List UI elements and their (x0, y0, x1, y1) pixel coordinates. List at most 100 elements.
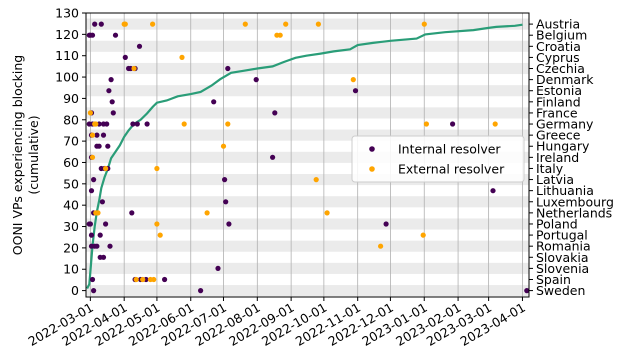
external-resolver-point (150, 21, 156, 27)
internal-resolver-point (253, 77, 259, 83)
external-resolver-point (420, 232, 426, 238)
y-axis-title: OONI VPs experiencing blocking (cumulativ… (10, 55, 41, 255)
country-label: Netherlands (536, 205, 612, 220)
y-tick-label: 0 (71, 283, 79, 298)
country-label: Lithuania (536, 183, 594, 198)
internal-resolver-point (98, 21, 104, 27)
internal-resolver-point (162, 276, 168, 283)
internal-resolver-point (222, 177, 228, 183)
internal-resolver-point (89, 276, 96, 283)
external-resolver-point (492, 121, 498, 127)
country-bands (86, 18, 529, 297)
country-label: Romania (536, 239, 591, 254)
country-label: Belgium (536, 28, 587, 43)
internal-resolver-point (211, 99, 217, 105)
internal-resolver-point (108, 77, 114, 83)
y-tick-label: 120 (55, 27, 79, 42)
internal-resolver-point (136, 43, 143, 49)
internal-resolver-point (134, 121, 140, 127)
external-resolver-point (179, 54, 185, 61)
country-band (86, 40, 529, 52)
country-label: Slovakia (536, 250, 588, 265)
internal-resolver-point (99, 199, 105, 205)
internal-resolver-point (270, 154, 276, 160)
internal-resolver-point (91, 288, 97, 294)
country-label: Denmark (536, 72, 594, 87)
internal-resolver-point (215, 265, 221, 271)
country-band (86, 262, 529, 274)
country-label: Estonia (536, 83, 582, 98)
internal-resolver-point (130, 121, 136, 127)
country-band (86, 285, 529, 297)
legend-marker (369, 166, 375, 172)
cumulative-series-line (86, 23, 523, 290)
internal-resolver-point (122, 54, 128, 61)
internal-resolver-point (112, 32, 119, 38)
left-y-axis: 0 10 20 30 40 50 60 70 80 90 100 110 120 130 (55, 6, 86, 298)
country-label: Spain (536, 272, 571, 287)
external-resolver-point (283, 21, 289, 27)
internal-resolver-point (103, 221, 109, 227)
internal-resolver-point (225, 65, 231, 72)
y-axis-title-line: (cumulative) (26, 115, 41, 194)
country-label: Latvia (536, 172, 574, 187)
country-label: Austria (536, 17, 580, 32)
internal-resolver-points (86, 21, 530, 294)
y-tick-label: 30 (63, 219, 79, 234)
external-resolver-points (87, 21, 498, 283)
internal-resolver-point (129, 210, 135, 216)
internal-resolver-point (383, 221, 389, 227)
y-tick-label: 20 (63, 240, 79, 255)
internal-resolver-point (96, 143, 102, 149)
country-band (86, 174, 529, 186)
external-resolver-point (133, 276, 139, 283)
external-resolver-point (154, 221, 160, 227)
external-resolver-point (87, 110, 93, 116)
external-resolver-point (140, 276, 146, 283)
country-band (86, 62, 529, 75)
country-band (86, 218, 529, 230)
legend: Internal resolver External resolver (351, 135, 525, 183)
plot-frame (85, 12, 530, 298)
internal-resolver-point (352, 88, 359, 94)
internal-resolver-point (100, 254, 107, 260)
legend-label: Internal resolver (398, 142, 501, 157)
country-label: Italy (536, 161, 564, 176)
internal-resolver-point (88, 232, 95, 238)
country-band (86, 151, 529, 163)
y-tick-label: 130 (55, 6, 79, 21)
country-label: Finland (536, 94, 581, 109)
external-resolver-point (423, 121, 429, 127)
external-resolver-point (89, 132, 96, 138)
external-resolver-point (204, 210, 210, 216)
internal-resolver-point (88, 188, 95, 194)
cumulative-line (86, 23, 523, 290)
internal-resolver-point (198, 288, 204, 294)
country-label: Hungary (536, 139, 590, 154)
right-country-axis: SwedenSpainSloveniaSlovakiaRomaniaPortug… (529, 17, 614, 298)
external-resolver-point (154, 165, 160, 172)
plot-area (85, 12, 530, 298)
external-resolver-point (220, 143, 227, 149)
y-tick-label: 90 (63, 91, 79, 106)
country-band (86, 196, 529, 208)
external-resolver-point (277, 32, 283, 38)
country-band (86, 129, 529, 141)
external-resolver-point (315, 21, 321, 27)
country-label: Greece (536, 128, 581, 143)
internal-resolver-point (105, 143, 111, 149)
x-axis: 2022-03-012022-04-012022-05-012022-06-01… (25, 297, 528, 349)
external-resolver-point (313, 177, 319, 183)
country-band (86, 85, 529, 97)
internal-resolver-point (97, 232, 103, 238)
internal-resolver-point (109, 99, 115, 105)
external-resolver-point (151, 276, 157, 283)
legend-label: External resolver (398, 162, 505, 177)
internal-resolver-point (450, 121, 456, 127)
internal-resolver-point (223, 199, 229, 205)
country-label: Poland (536, 216, 578, 231)
y-tick-label: 100 (55, 70, 79, 85)
country-label: France (536, 105, 578, 120)
country-label: Germany (536, 117, 594, 132)
internal-resolver-point (91, 177, 97, 183)
